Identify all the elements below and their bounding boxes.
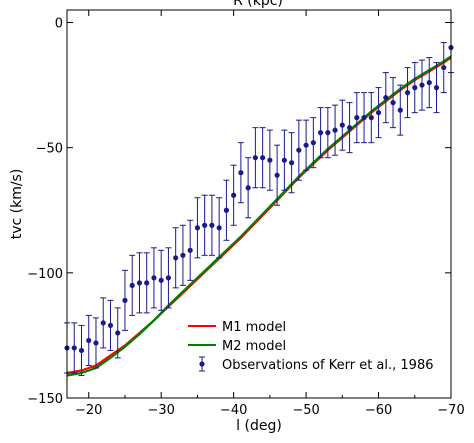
observation-point: [426, 79, 432, 86]
observation-point: [332, 127, 338, 133]
observation-point: [78, 347, 85, 354]
observation-point: [187, 247, 193, 253]
observation-point: [325, 130, 331, 136]
observation-point: [180, 252, 186, 258]
observation-point: [209, 222, 215, 228]
top-axis-label: R (kpc): [233, 0, 283, 9]
observation-point: [238, 170, 244, 176]
observation-point: [419, 82, 425, 88]
y-tick-label: 0: [55, 17, 63, 32]
observation-point: [441, 64, 447, 71]
x-tick-label: −70: [437, 403, 464, 418]
x-tick-label: −40: [220, 403, 247, 418]
observation-point: [107, 322, 114, 329]
observation-point: [245, 185, 251, 191]
observation-point: [122, 297, 128, 303]
x-tick-label: −50: [292, 403, 319, 418]
observation-point: [390, 100, 396, 106]
observation-point: [361, 115, 367, 121]
legend-swatch-obs-marker: [199, 361, 205, 367]
observation-point: [115, 330, 121, 336]
observation-point: [267, 157, 273, 163]
observation-point: [317, 130, 324, 136]
observation-point: [252, 155, 258, 161]
y-axis-label: tvc (km/s): [9, 169, 25, 240]
observation-point: [158, 277, 164, 283]
observation-point: [223, 207, 229, 213]
observation-point: [173, 255, 179, 261]
observation-point: [368, 115, 374, 121]
observation-point: [281, 157, 287, 163]
observation-point: [296, 147, 302, 153]
observation-point: [86, 337, 92, 344]
observation-point: [231, 192, 237, 198]
observation-point: [289, 160, 295, 166]
x-axis-label: l (deg): [236, 418, 282, 434]
observation-point: [383, 95, 389, 101]
observation-point: [354, 115, 360, 121]
observation-point: [433, 85, 440, 91]
observation-point: [216, 225, 222, 231]
plot-frame: [66, 9, 452, 399]
observation-point: [303, 142, 309, 148]
observation-point: [274, 172, 280, 178]
observation-point: [100, 320, 106, 326]
observation-point: [397, 107, 403, 113]
observation-point: [71, 345, 77, 351]
observation-point: [93, 340, 99, 346]
observation-point: [260, 155, 266, 161]
observation-point: [412, 85, 418, 91]
observation-point: [375, 110, 382, 116]
observation-point: [310, 140, 316, 146]
y-tick-label: −100: [27, 267, 63, 282]
plot-area: [64, 22, 454, 377]
y-tick-label: −50: [36, 142, 63, 157]
x-tick-label: −60: [365, 403, 392, 418]
observation-point: [202, 222, 208, 228]
observation-point: [194, 225, 201, 231]
observation-point: [339, 122, 345, 128]
axis-ticks: −20 −30 −40 −50 −60 −70 0 −50 −100 −150: [27, 10, 465, 418]
x-tick-label: −20: [75, 403, 102, 418]
observation-point: [129, 282, 135, 288]
x-tick-label: −30: [147, 403, 174, 418]
y-tick-label: −150: [27, 392, 63, 407]
observation-point: [144, 280, 150, 286]
observation-point: [151, 275, 157, 281]
legend: M1 model M2 model Observations of Kerr e…: [188, 320, 434, 373]
observation-point: [136, 280, 143, 286]
legend-label-m2: M2 model: [222, 339, 286, 354]
observation-point: [346, 125, 353, 131]
observation-point: [404, 90, 411, 96]
legend-label-obs: Observations of Kerr et al., 1986: [222, 358, 434, 373]
legend-label-m1: M1 model: [222, 320, 286, 335]
observation-point: [165, 275, 172, 281]
